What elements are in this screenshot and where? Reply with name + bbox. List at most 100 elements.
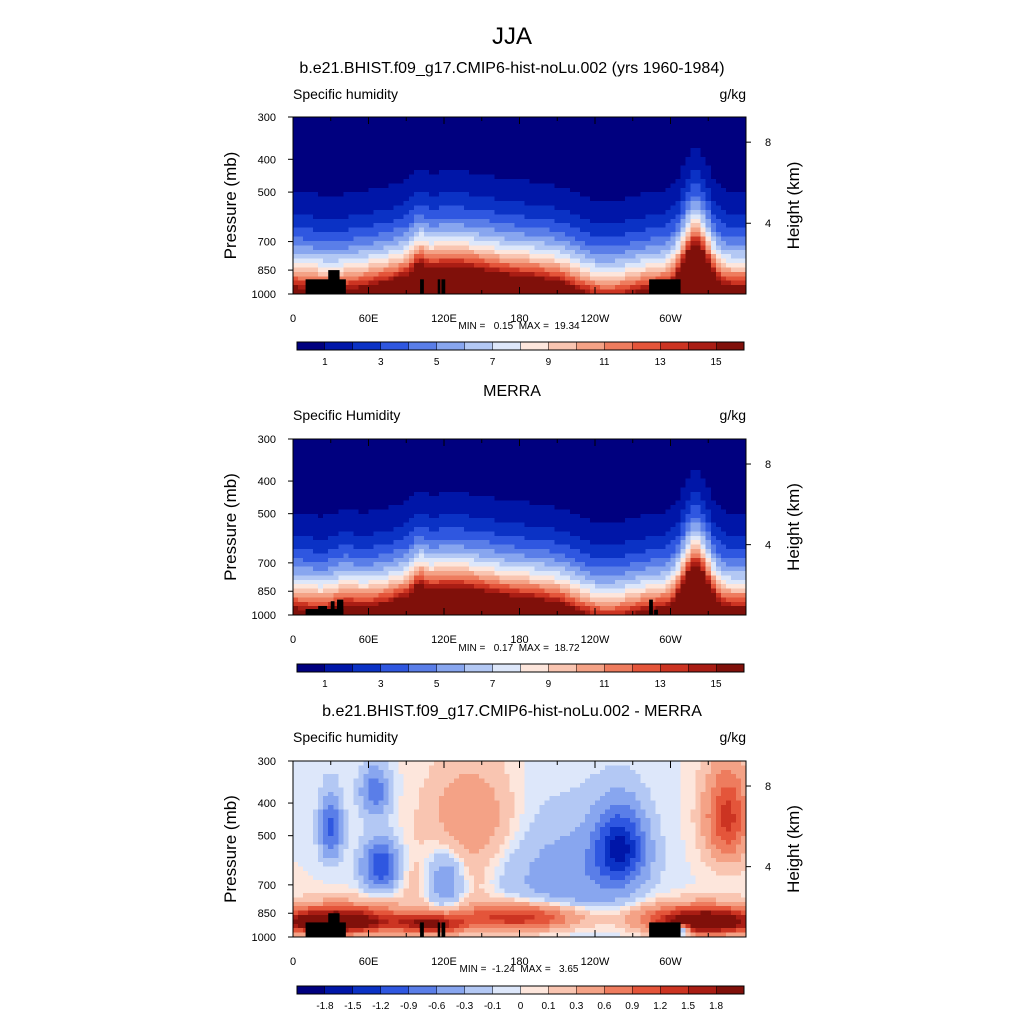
heatmap-cell — [323, 527, 329, 532]
heatmap-cell — [514, 214, 520, 220]
heatmap-cell — [313, 469, 319, 475]
heatmap-cell — [489, 232, 495, 237]
heatmap-cell — [605, 280, 611, 286]
heatmap-cell — [474, 170, 480, 175]
heatmap-cell — [444, 196, 450, 202]
heatmap-cell — [720, 134, 727, 140]
heatmap-cell — [534, 134, 541, 140]
heatmap-cell — [449, 452, 455, 457]
heatmap-cell — [408, 249, 415, 255]
heatmap-cell — [660, 134, 666, 140]
heatmap-cell — [403, 513, 410, 519]
heatmap-cell — [428, 196, 435, 202]
heatmap-cell — [368, 456, 374, 462]
heatmap-cell — [408, 566, 415, 572]
heatmap-cell — [489, 249, 495, 255]
heatmap-cell — [353, 117, 359, 122]
heatmap-cell — [293, 161, 299, 167]
heatmap-cell — [640, 121, 646, 127]
heatmap-cell — [348, 218, 354, 224]
heatmap-cell — [735, 125, 742, 131]
heatmap-cell — [685, 232, 692, 237]
heatmap-cell — [705, 271, 712, 277]
heatmap-cell — [610, 117, 616, 122]
heatmap-cell — [484, 117, 490, 122]
heatmap-cell — [363, 500, 369, 506]
heatmap-cell — [509, 254, 515, 259]
heatmap-cell — [403, 443, 410, 449]
heatmap-cell — [715, 245, 722, 251]
heatmap-cell — [569, 240, 576, 246]
heatmap-cell — [564, 130, 571, 136]
heatmap-cell — [333, 258, 339, 264]
heatmap-cell — [474, 174, 480, 180]
heatmap-cell — [438, 271, 445, 277]
heatmap-cell — [308, 134, 314, 140]
heatmap-cell — [358, 522, 364, 528]
heatmap-cell — [484, 245, 490, 251]
heatmap-cell — [564, 280, 571, 286]
heatmap-cell — [474, 240, 480, 246]
heatmap-cell — [469, 249, 475, 255]
heatmap-cell — [393, 267, 400, 273]
heatmap-cell — [433, 285, 440, 290]
heatmap-cell — [680, 152, 686, 158]
heatmap-cell — [549, 227, 556, 233]
heatmap-cell — [333, 535, 339, 541]
heatmap-cell — [454, 143, 460, 149]
heatmap-cell — [343, 593, 349, 598]
heatmap-cell — [514, 130, 520, 136]
heatmap-cell — [479, 254, 485, 259]
heatmap-cell — [449, 540, 455, 545]
heatmap-cell — [635, 178, 641, 184]
heatmap-cell — [670, 249, 676, 255]
heatmap-cell — [388, 165, 395, 171]
heatmap-cell — [655, 161, 661, 167]
heatmap-cell — [504, 227, 510, 233]
heatmap-cell — [615, 271, 621, 277]
heatmap-cell — [479, 178, 485, 184]
heatmap-cell — [740, 249, 747, 255]
heatmap-cell — [454, 125, 460, 131]
heatmap-cell — [494, 258, 500, 264]
heatmap-cell — [675, 192, 681, 198]
heatmap-cell — [710, 285, 717, 290]
heatmap-cell — [605, 134, 611, 140]
heatmap-cell — [635, 236, 641, 242]
heatmap-cell — [559, 249, 566, 255]
heatmap-cell — [308, 183, 314, 189]
heatmap-cell — [494, 285, 500, 290]
heatmap-cell — [338, 584, 344, 589]
heatmap-cell — [715, 130, 722, 136]
heatmap-cell — [293, 147, 299, 153]
heatmap-cell — [615, 223, 621, 229]
heatmap-cell — [348, 271, 354, 277]
heatmap-cell — [423, 465, 430, 471]
heatmap-cell — [308, 509, 314, 515]
heatmap-cell — [378, 553, 384, 559]
heatmap-cell — [444, 606, 450, 611]
heatmap-cell — [403, 549, 410, 554]
heatmap-cell — [348, 540, 354, 545]
heatmap-cell — [373, 518, 379, 523]
heatmap-cell — [695, 196, 702, 202]
heatmap-cell — [368, 121, 374, 127]
heatmap-cell — [428, 588, 435, 594]
heatmap-cell — [620, 174, 626, 180]
heatmap-cell — [308, 491, 314, 497]
heatmap-cell — [428, 178, 435, 184]
heatmap-cell — [383, 487, 390, 493]
heatmap-cell — [348, 192, 354, 198]
min-max-label: MIN = 0.15 MAX = 19.34 — [458, 321, 580, 332]
heatmap-cell — [494, 165, 500, 171]
heatmap-cell — [444, 593, 450, 598]
heatmap-cell — [600, 232, 606, 237]
heatmap-cell — [438, 509, 445, 515]
heatmap-cell — [549, 143, 556, 149]
heatmap-cell — [715, 121, 722, 127]
heatmap-cell — [650, 170, 656, 175]
heatmap-cell — [418, 461, 425, 466]
heatmap-cell — [444, 527, 450, 532]
heatmap-cell — [740, 156, 747, 162]
heatmap-cell — [343, 487, 349, 493]
